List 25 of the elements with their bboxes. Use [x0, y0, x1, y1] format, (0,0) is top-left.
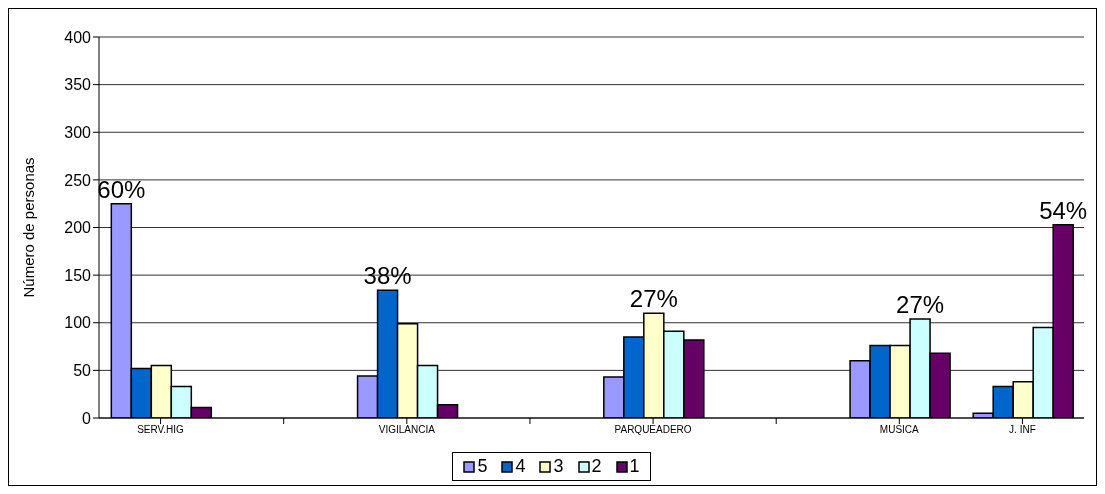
y-tick-label: 50: [73, 362, 92, 380]
y-tick-label: 400: [64, 28, 92, 46]
x-tick-label: PARQUEADERO: [614, 424, 692, 436]
legend-label: 1: [629, 456, 640, 477]
annotation: 38%: [363, 262, 412, 290]
legend-label: 5: [477, 456, 488, 477]
y-axis-title: Número de personas: [20, 157, 38, 298]
annotation: 54%: [1039, 196, 1088, 224]
x-tick-label: J. INF: [1009, 424, 1036, 436]
annotation: 27%: [896, 290, 945, 318]
y-tick-label: 100: [64, 314, 92, 332]
annotation: 27%: [629, 285, 678, 313]
annotation: 60%: [97, 175, 146, 203]
x-tick-label: VIGILANCIA: [378, 424, 436, 436]
legend-label: 4: [515, 456, 526, 477]
y-tick-label: 350: [64, 76, 92, 94]
x-tick-label: SERV.HIG: [137, 424, 185, 436]
y-tick-label: 0: [82, 409, 92, 427]
y-tick-label: 250: [64, 171, 92, 189]
y-tick-label: 300: [64, 123, 92, 141]
y-tick-label: 200: [64, 219, 92, 237]
legend-label: 2: [591, 456, 602, 477]
legend-label: 3: [553, 456, 564, 477]
y-tick-label: 150: [64, 266, 92, 284]
x-tick-label: MUSICA: [879, 424, 920, 436]
